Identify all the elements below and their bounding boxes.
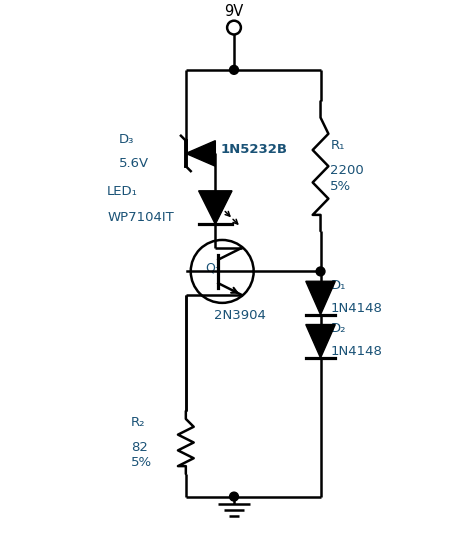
Circle shape [230,65,238,74]
Text: 5%: 5% [131,456,152,470]
Text: 9V: 9V [224,4,243,19]
Polygon shape [306,281,335,315]
Text: D₁: D₁ [330,279,346,292]
Circle shape [316,267,325,276]
Text: 5%: 5% [330,180,351,193]
Text: 1N4148: 1N4148 [330,302,382,315]
Text: D₃: D₃ [119,133,134,145]
Text: R₁: R₁ [330,139,345,153]
Polygon shape [198,191,232,224]
Circle shape [230,492,238,501]
Text: 5.6V: 5.6V [119,158,149,170]
Polygon shape [306,325,335,358]
Polygon shape [186,140,215,166]
Text: LED₁: LED₁ [107,185,138,198]
Text: WP7104IT: WP7104IT [107,211,174,224]
Text: 82: 82 [131,441,148,453]
Text: 1N4148: 1N4148 [330,345,382,358]
Text: R₂: R₂ [131,416,145,429]
Text: 1N5232B: 1N5232B [220,143,287,156]
Text: 2200: 2200 [330,164,364,177]
Text: D₂: D₂ [330,322,346,335]
Text: 2N3904: 2N3904 [214,309,266,322]
Text: Q₁: Q₁ [205,262,220,275]
